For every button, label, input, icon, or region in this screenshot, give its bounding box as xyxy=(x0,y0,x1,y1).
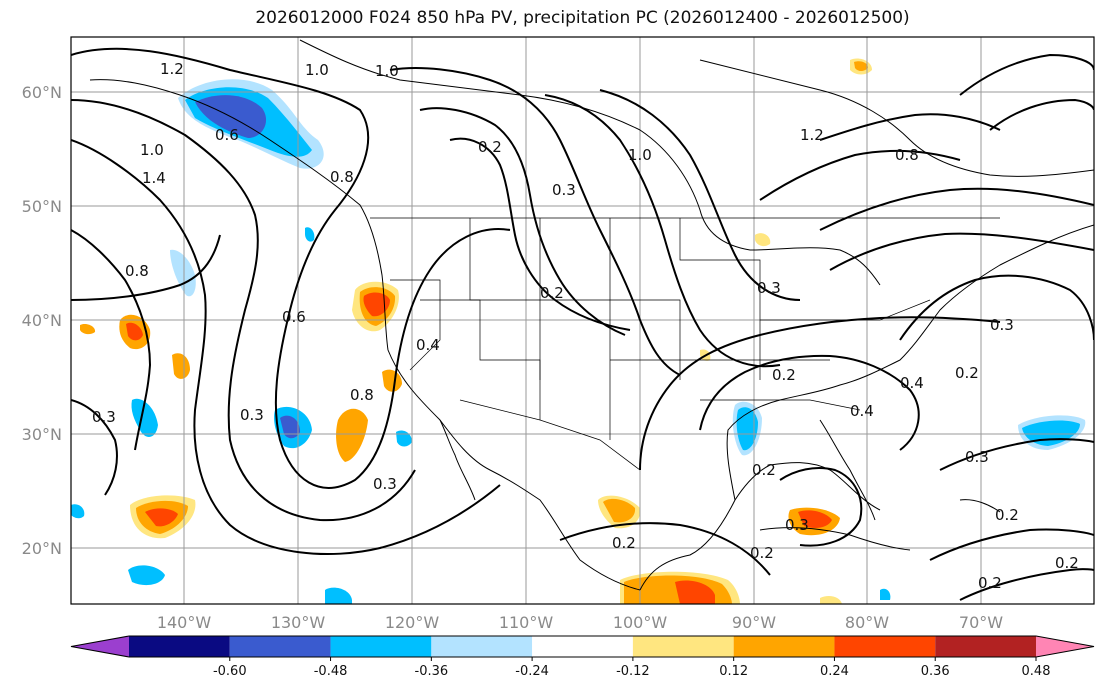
contour-label: 0.2 xyxy=(772,366,796,384)
contour-label: 0.3 xyxy=(990,316,1014,334)
lon-label: 70°W xyxy=(959,613,1003,632)
colorbar-outline xyxy=(70,635,1095,658)
contour-label: 0.3 xyxy=(965,448,989,466)
lon-label: 130°W xyxy=(271,613,326,632)
contour-label: 0.8 xyxy=(895,146,919,164)
contour-label: 0.4 xyxy=(900,374,924,392)
contour-label: 1.2 xyxy=(800,126,824,144)
contour-label: 0.2 xyxy=(995,506,1019,524)
colorbar-extend-high xyxy=(1036,636,1094,657)
contour-label: 0.8 xyxy=(350,386,374,404)
colorbar-segment xyxy=(935,636,1036,657)
contour-label: 0.2 xyxy=(540,284,564,302)
lat-label: 50°N xyxy=(22,197,62,216)
colorbar-tick-label: -0.60 xyxy=(213,664,247,679)
contour-label: 0.8 xyxy=(125,262,149,280)
lon-label: 120°W xyxy=(385,613,440,632)
contour-label: 0.2 xyxy=(978,574,1002,592)
longitude-labels: 140°W 130°W 120°W 110°W 100°W 90°W 80°W … xyxy=(157,613,1003,632)
contour-label: 0.4 xyxy=(416,336,440,354)
lon-label: 100°W xyxy=(613,613,668,632)
colorbar-segment xyxy=(733,636,835,657)
colorbar-extend-low xyxy=(71,636,129,657)
graticule xyxy=(71,37,1094,604)
contour-label: 0.2 xyxy=(1055,554,1079,572)
contour-label: 0.3 xyxy=(373,475,397,493)
contour-label: 0.4 xyxy=(850,402,874,420)
contour-label: 0.6 xyxy=(282,308,306,326)
colorbar-tick-label: 0.48 xyxy=(1022,664,1051,679)
lat-label: 30°N xyxy=(22,425,62,444)
lon-label: 80°W xyxy=(845,613,889,632)
contour-label: 1.0 xyxy=(375,62,399,80)
contour-label: 0.2 xyxy=(750,544,774,562)
contour-label: 1.4 xyxy=(142,169,166,187)
contour-label: 0.2 xyxy=(752,461,776,479)
contour-label: 0.6 xyxy=(215,126,239,144)
contour-label: 1.0 xyxy=(140,141,164,159)
contour-label: 0.2 xyxy=(478,138,502,156)
colorbar-tick-label: -0.24 xyxy=(515,664,549,679)
lon-label: 90°W xyxy=(732,613,776,632)
colorbar-segment xyxy=(532,636,633,657)
map-title: 2026012000 F024 850 hPa PV, precipitatio… xyxy=(255,8,910,28)
contour-label: 0.3 xyxy=(785,516,809,534)
colorbar-segment xyxy=(129,636,230,657)
colorbar-tick-label: -0.48 xyxy=(314,664,348,679)
colorbar-segment xyxy=(330,636,432,657)
lat-label: 20°N xyxy=(22,539,62,558)
map-frame xyxy=(70,36,1095,605)
contour-label: 1.0 xyxy=(305,61,329,79)
lon-label: 110°W xyxy=(499,613,554,632)
colorbar-segment xyxy=(834,636,936,657)
contour-label: 0.3 xyxy=(240,406,264,424)
contour-label: 1.2 xyxy=(160,60,184,78)
latitude-labels: 60°N 50°N 40°N 30°N 20°N xyxy=(22,83,62,558)
pv-contours xyxy=(71,47,1094,601)
colorbar-tick-label: 0.24 xyxy=(820,664,849,679)
coastlines xyxy=(89,39,1094,591)
contour-label: 0.2 xyxy=(955,364,979,382)
lat-label: 40°N xyxy=(22,311,62,330)
colorbar-segment xyxy=(632,636,734,657)
contour-label: 0.8 xyxy=(330,168,354,186)
lat-label: 60°N xyxy=(22,83,62,102)
colorbar-segment xyxy=(431,636,533,657)
contour-label: 1.0 xyxy=(628,146,652,164)
colorbar-tick-label: -0.36 xyxy=(415,664,449,679)
colorbar-tick-label: 0.12 xyxy=(719,664,748,679)
colorbar-segment xyxy=(229,636,331,657)
colorbar-tick-label: 0.36 xyxy=(921,664,950,679)
contour-label: 0.3 xyxy=(552,181,576,199)
contour-labels: 1.2 1.0 1.0 0.6 1.0 1.4 0.8 0.8 0.6 0.2 … xyxy=(92,60,1079,592)
contour-label: 0.3 xyxy=(92,408,116,426)
lon-label: 140°W xyxy=(157,613,212,632)
precip-shading xyxy=(71,58,1086,604)
contour-label: 0.2 xyxy=(612,534,636,552)
contour-label: 0.3 xyxy=(757,279,781,297)
colorbar-tick-label: -0.12 xyxy=(616,664,650,679)
colorbar: -0.60 -0.48 -0.36 -0.24 -0.12 0.12 0.24 0.36 0.4… xyxy=(70,635,1095,679)
